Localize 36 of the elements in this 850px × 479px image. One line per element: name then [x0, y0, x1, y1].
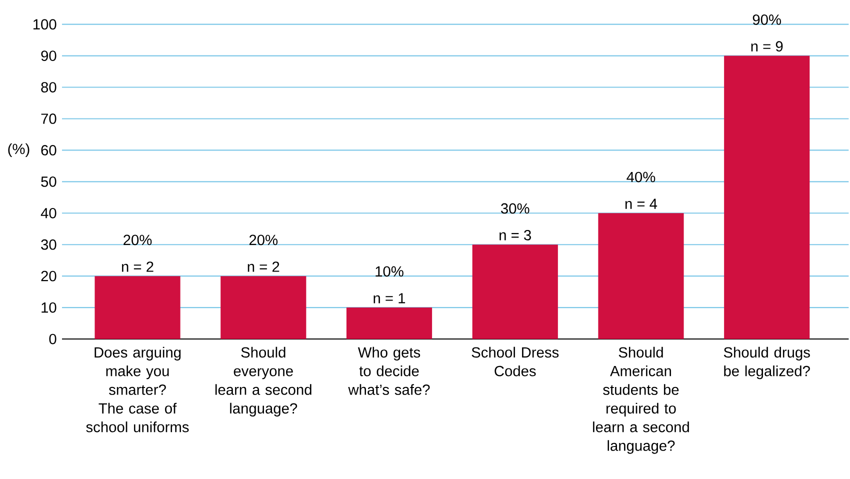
bar: [598, 213, 684, 339]
data-label: 40%: [626, 172, 656, 182]
annotation: n = 4: [625, 198, 658, 209]
y-axis-title: (%): [8, 143, 30, 158]
y-tick-label: 50: [41, 176, 56, 187]
bar: [220, 276, 306, 339]
y-tick-label: 10: [42, 302, 56, 313]
bar: [472, 244, 558, 339]
y-tick-label: 20: [41, 270, 56, 282]
data-label: 20%: [124, 234, 152, 246]
bar: [724, 56, 810, 339]
bar: [346, 308, 432, 339]
y-tick-label: 100: [33, 19, 56, 30]
data-label: 30%: [501, 203, 530, 214]
x-tick-label: Who gets to decide what’s safe?: [348, 346, 430, 395]
x-tick-label: Should everyone learn a second language?: [215, 346, 312, 416]
y-tick-label: 90: [41, 50, 56, 61]
x-tick-label: School Dress Codes: [472, 346, 559, 376]
y-tick-label: 0: [49, 334, 56, 344]
data-label: 10%: [376, 266, 404, 277]
annotation: n = 2: [248, 262, 280, 272]
y-tick-label: 40: [40, 208, 56, 218]
y-tick-label: 80: [41, 82, 56, 92]
y-tick-label: 30: [41, 239, 56, 250]
x-tick-label: Does arguing make you smarter? The case of school uniforms: [86, 346, 189, 432]
annotation: n = 3: [500, 230, 531, 240]
annotation: n = 1: [374, 293, 406, 304]
y-tick-label: 70: [41, 114, 56, 124]
annotation: n = 9: [751, 41, 783, 52]
annotation: n = 2: [122, 262, 154, 272]
y-tick-label: 60: [41, 145, 56, 156]
x-tick-label: Should American students be required to learn a second language?: [593, 346, 689, 454]
bar: [94, 276, 180, 339]
x-tick-label: Should drugs be legalized?: [724, 346, 810, 380]
data-label: 20%: [249, 234, 278, 246]
data-label: 90%: [752, 14, 781, 25]
